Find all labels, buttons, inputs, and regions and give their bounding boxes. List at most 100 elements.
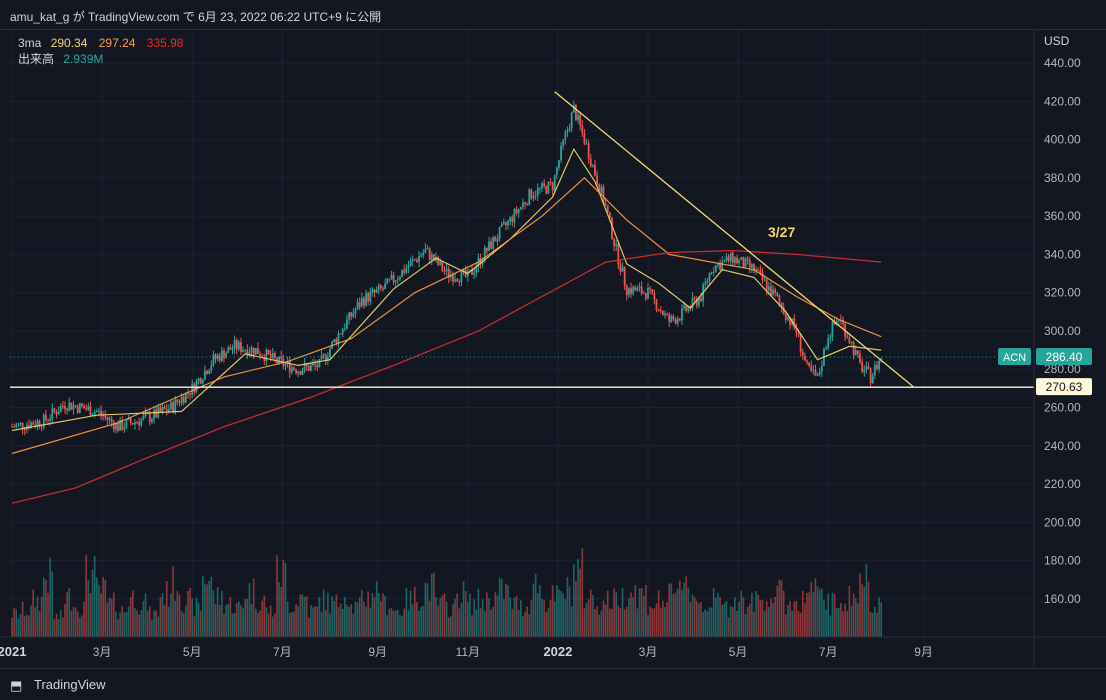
volume-bar — [19, 614, 22, 637]
y-tick-label: 400.00 — [1044, 133, 1081, 147]
volume-bar — [475, 609, 478, 637]
candle-body — [339, 333, 342, 335]
candle-body — [661, 311, 664, 316]
candle-body — [184, 392, 187, 403]
candle-body — [553, 174, 556, 191]
volume-bar — [823, 599, 825, 637]
candle-body — [360, 297, 363, 307]
candle-body — [812, 370, 815, 372]
volume-bar — [579, 568, 581, 637]
candle-body — [365, 293, 367, 306]
candle-body — [668, 314, 671, 323]
volume-bar — [437, 605, 439, 637]
x-tick-label: 5月 — [729, 645, 748, 659]
candle-body — [174, 399, 177, 412]
volume-bar — [314, 606, 316, 637]
volume-bar — [725, 600, 728, 637]
candle-body — [638, 286, 641, 288]
x-tick-label: 2021 — [0, 644, 26, 659]
candle-body — [628, 288, 630, 296]
volume-bar — [235, 603, 238, 637]
candle-body — [502, 222, 505, 225]
candle-body — [460, 271, 463, 283]
candle-body — [382, 288, 384, 290]
candle-body — [312, 363, 314, 366]
candle-body — [757, 269, 760, 271]
y-tick-label: 340.00 — [1044, 247, 1081, 261]
volume-bar — [712, 588, 715, 637]
volume-bar — [494, 592, 497, 637]
candle-body — [324, 354, 327, 361]
candle-body — [271, 353, 274, 359]
candle-body — [214, 354, 217, 359]
volume-bar — [72, 607, 75, 637]
volume-bar — [655, 603, 658, 637]
candle-body — [341, 329, 344, 334]
volume-bar — [358, 597, 361, 637]
volume-bar — [560, 591, 562, 637]
candle-body — [19, 422, 22, 424]
candle-body — [191, 383, 194, 395]
candle-body — [394, 280, 397, 283]
volume-bar — [564, 598, 567, 637]
candle-body — [114, 423, 117, 430]
candle-body — [161, 406, 164, 412]
volume-bar — [367, 591, 369, 637]
ma-legend-value-medium: 297.24 — [98, 36, 136, 50]
volume-bar — [846, 610, 849, 637]
candle-body — [246, 349, 249, 356]
candle-body — [810, 365, 813, 371]
volume-bar — [638, 588, 641, 637]
candle-body — [538, 188, 541, 190]
candle-body — [666, 313, 668, 315]
volume-bar — [439, 597, 442, 637]
y-tick-label: 280.00 — [1044, 362, 1081, 376]
candle-body — [335, 339, 338, 343]
volume-bar — [761, 599, 764, 637]
volume-bar — [757, 594, 760, 637]
volume-bar — [83, 601, 85, 637]
candle-body — [863, 369, 866, 372]
volume-bar — [49, 557, 51, 637]
volume-bar — [706, 611, 709, 637]
volume-bar — [168, 606, 170, 637]
candle-body — [473, 272, 476, 275]
volume-bar — [216, 586, 219, 637]
candle-body — [269, 354, 272, 359]
volume-bar — [467, 601, 469, 637]
candle-body — [740, 257, 743, 260]
moving-average-line-long — [11, 249, 882, 504]
candle-body — [153, 409, 155, 420]
volume-bar — [246, 598, 249, 637]
candle-body — [564, 132, 567, 140]
candle-body — [273, 353, 276, 359]
attribution-bar: amu_kat_g が TradingView.com で 6月 23, 202… — [0, 0, 1106, 30]
candle-body — [36, 420, 39, 426]
last-price-tag-label: 286.40 — [1046, 350, 1083, 364]
volume-bar — [233, 612, 236, 637]
moving-average-line-medium — [11, 176, 882, 455]
volume-bar — [797, 610, 800, 637]
chart-axes: 160.00 180.00 200.00 220.00 240.00 260.00 280.… — [0, 30, 1106, 668]
volume-bar — [30, 605, 32, 637]
volume-bar — [611, 608, 613, 637]
candle-body — [195, 380, 198, 392]
volume-bar — [206, 584, 208, 637]
candle-body — [447, 268, 450, 278]
volume-bar — [170, 593, 172, 637]
candle-body — [731, 252, 734, 264]
volume-bar — [776, 585, 779, 637]
volume-bar — [280, 586, 283, 637]
volume-bar — [481, 599, 484, 637]
candle-body — [833, 322, 836, 325]
candle-body — [536, 188, 539, 196]
candle-body — [873, 365, 876, 376]
volume-bar — [180, 611, 183, 637]
candle-body — [630, 288, 632, 294]
candle-body — [151, 419, 153, 423]
volume-bar — [68, 587, 71, 637]
volume-bar — [793, 601, 796, 637]
volume-bar — [17, 618, 20, 637]
y-tick-label: 220.00 — [1044, 477, 1081, 491]
